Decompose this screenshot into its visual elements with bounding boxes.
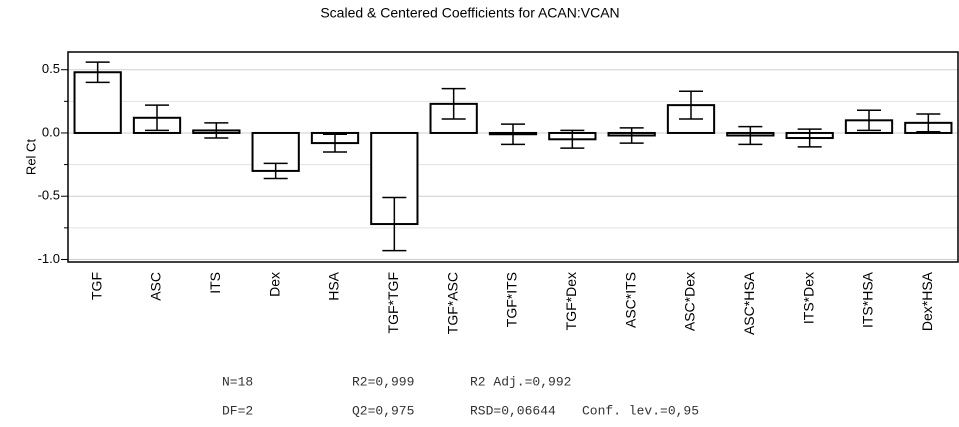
plot-frame <box>67 51 959 263</box>
y-tick-label: -1.0 <box>38 251 60 266</box>
x-tick-label: ASC*Dex <box>682 272 698 331</box>
x-tick-label: Dex <box>266 272 282 297</box>
x-tick-label: ASC*HSA <box>741 271 757 335</box>
y-axis-label: Rel Ct <box>23 139 38 176</box>
x-tick-label: TGF <box>88 272 104 300</box>
x-tick-label: ASC <box>148 272 164 301</box>
stat: Conf. lev.=0,95 <box>582 403 699 418</box>
x-tick-label: ASC*ITS <box>622 272 638 328</box>
stat: RSD=0,06644 <box>470 403 556 418</box>
x-tick-label: ITS*HSA <box>860 271 876 328</box>
x-tick-label: Dex*HSA <box>919 271 935 331</box>
stat: Q2=0,975 <box>352 403 414 418</box>
y-tick-label: 0.5 <box>42 61 60 76</box>
x-tick-label: ITS*Dex <box>800 272 816 324</box>
x-tick-label: HSA <box>326 271 342 300</box>
x-tick-label: TGF*TGF <box>385 272 401 333</box>
y-tick-label: 0.0 <box>42 124 60 139</box>
bar <box>73 71 122 134</box>
x-tick-label: TGF*ASC <box>444 272 460 334</box>
x-tick-label: ITS <box>207 272 223 294</box>
x-tick-label: TGF*Dex <box>563 272 579 330</box>
x-tick-label: TGF*ITS <box>504 272 520 327</box>
y-tick-label: -0.5 <box>38 188 60 203</box>
stat: R2=0,999 <box>352 374 414 389</box>
stat: N=18 <box>222 374 253 389</box>
stat: R2 Adj.=0,992 <box>470 374 571 389</box>
chart-title: Scaled & Centered Coefficients for ACAN:… <box>320 5 619 21</box>
stat: DF=2 <box>222 403 253 418</box>
